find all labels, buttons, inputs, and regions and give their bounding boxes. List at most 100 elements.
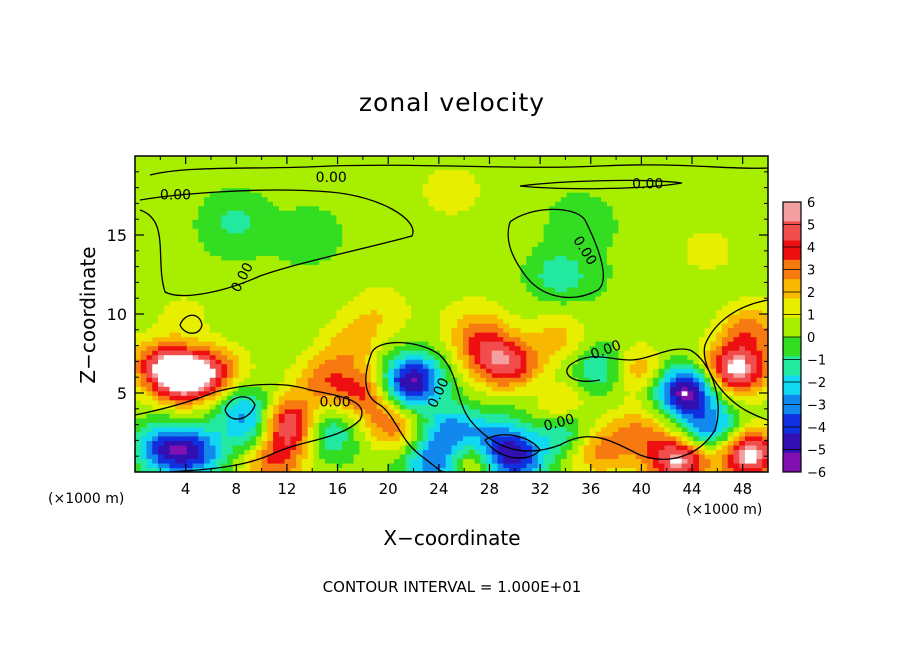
heatmap-cell [319,169,326,175]
heatmap-cell [296,304,303,311]
heatmap-cell [169,332,176,338]
heatmap-cell [186,237,194,243]
heatmap-cell [169,223,176,229]
heatmap-cell [359,241,366,247]
heatmap-cell [468,372,476,378]
heatmap-cell [382,304,389,311]
heatmap-cell [422,314,430,320]
heatmap-cell [204,327,211,333]
heatmap-cell [198,453,205,460]
heatmap-cell [290,291,297,297]
heatmap-cell [307,286,314,293]
heatmap-cell [388,336,395,342]
heatmap-cell [480,160,487,166]
heatmap-cell [537,381,545,387]
heatmap-cell [319,390,326,396]
heatmap-cell [290,160,297,166]
heatmap-cell [411,314,418,320]
heatmap-cell [244,404,251,410]
x-unit-label-right: (×1000 m) [686,502,763,518]
heatmap-cell [255,350,263,356]
heatmap-cell [445,304,453,311]
heatmap-cell [503,350,510,356]
heatmap-cell [376,399,384,405]
heatmap-cell [238,277,245,283]
heatmap-cell [376,431,384,437]
heatmap-cell [301,246,309,252]
heatmap-cell [140,363,148,369]
heatmap-cell [422,359,430,365]
heatmap-cell [399,449,407,455]
heatmap-cell [336,390,343,396]
heatmap-cell [422,332,430,338]
heatmap-cell [307,386,314,392]
heatmap-cell [238,264,245,270]
heatmap-cell [255,413,263,419]
heatmap-cell [215,304,222,311]
heatmap-cell [255,178,263,184]
heatmap-cell [209,422,217,428]
heatmap-cell [261,327,268,333]
heatmap-cell [411,304,418,311]
heatmap-cell [342,237,349,243]
heatmap-cell [313,187,320,193]
heatmap-cell [255,377,263,383]
heatmap-cell [353,160,361,166]
heatmap-cell [514,228,522,234]
heatmap-cell [347,453,355,460]
heatmap-cell [250,223,257,229]
heatmap-cell [347,228,355,234]
heatmap-cell [532,431,539,437]
heatmap-cell [186,458,194,464]
heatmap-cell [342,187,349,193]
heatmap-cell [169,395,176,401]
heatmap-cell [181,219,188,225]
heatmap-cell [278,354,286,360]
heatmap-cell [307,210,314,216]
heatmap-cell [451,241,458,247]
heatmap-cell [140,264,148,270]
heatmap-cell [365,363,372,369]
heatmap-cell [209,327,217,333]
heatmap-cell [261,462,268,469]
heatmap-cell [186,268,194,274]
heatmap-cell [152,205,159,211]
heatmap-cell [474,318,481,324]
heatmap-cell [537,345,545,351]
heatmap-cell [215,205,222,211]
heatmap-cell [181,350,188,356]
heatmap-cell [192,363,199,369]
heatmap-cell [342,210,349,216]
heatmap-cell [342,413,349,419]
heatmap-cell [434,431,441,437]
heatmap-cell [244,444,251,451]
heatmap-cell [365,201,372,207]
heatmap-cell [347,160,355,166]
heatmap-cell [365,169,372,175]
heatmap-cell [503,323,510,329]
heatmap-cell [526,309,533,315]
heatmap-cell [169,232,176,238]
heatmap-cell [244,458,251,464]
heatmap-cell [497,309,504,315]
heatmap-cell [146,314,153,320]
heatmap-cell [520,354,527,360]
heatmap-cell [169,246,176,252]
heatmap-cell [209,417,217,423]
heatmap-cell [273,408,280,414]
heatmap-cell [388,323,395,329]
heatmap-cell [227,219,234,225]
heatmap-cell [255,431,263,437]
heatmap-cell [204,467,211,472]
heatmap-cell [445,350,453,356]
heatmap-cell [463,417,470,423]
heatmap-cell [267,404,274,410]
heatmap-cell [198,174,205,180]
heatmap-cell [204,264,211,270]
heatmap-cell [215,440,222,446]
heatmap-cell [163,304,171,311]
heatmap-cell [376,462,384,469]
heatmap-cell [457,295,464,302]
heatmap-cell [491,210,499,216]
heatmap-cell [232,286,240,293]
